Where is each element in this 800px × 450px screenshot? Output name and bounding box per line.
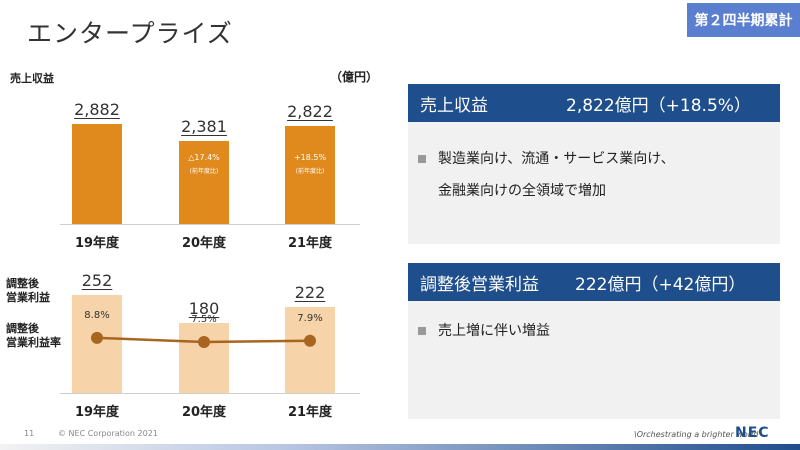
margin-point-19	[91, 331, 103, 344]
revenue-bullet-line1: 製造業向け、流通・サービス業向け、	[438, 151, 675, 167]
profit-bar-21	[285, 306, 335, 393]
profit-bullet: 売上増に伴い増益	[418, 320, 550, 340]
profit-bar-19	[72, 295, 122, 393]
profit-panel-heading: 調整後営業利益	[420, 274, 539, 295]
margin-label-21: 7.9%	[297, 312, 323, 324]
revenue-panel-heading: 売上収益	[420, 95, 488, 116]
profit-year-21: 21年度	[287, 405, 333, 420]
copyright: © NEC Corporation 2021	[58, 429, 158, 438]
revenue-panel-amount: 2,822億円（+18.5%）	[566, 95, 751, 116]
profit-panel-header: 調整後営業利益 222億円（+42億円）	[408, 263, 780, 301]
revenue-year-21: 21年度	[287, 236, 333, 251]
profit-bar-20	[179, 323, 229, 393]
nec-logo: NEC	[735, 425, 770, 441]
revenue-change-20-pct: △17.4%	[188, 153, 220, 162]
profit-value-20: 180	[188, 299, 220, 318]
margin-point-20	[198, 336, 210, 348]
margin-label: 調整後 営業利益率	[6, 322, 61, 350]
revenue-bar-19	[72, 124, 122, 224]
revenue-change-20: △17.4% (前年度比)	[174, 153, 234, 175]
bullet-square-icon	[418, 327, 426, 335]
margin-label-19: 8.8%	[84, 309, 110, 321]
profit-label-line1: 調整後	[6, 277, 39, 290]
profit-year-19: 19年度	[74, 405, 120, 420]
margin-label-line2: 営業利益率	[6, 336, 61, 349]
revenue-bullet-line2: 金融業向けの全領域で増加	[438, 183, 606, 199]
profit-panel-body	[408, 301, 780, 419]
margin-label-line1: 調整後	[6, 322, 39, 335]
revenue-chart-label: 売上収益	[10, 72, 54, 85]
revenue-change-21-note: (前年度比)	[295, 168, 325, 175]
profit-bullet-text: 売上増に伴い増益	[438, 323, 550, 339]
revenue-bar-20	[179, 141, 229, 224]
revenue-value-21: 2,822	[287, 102, 333, 122]
revenue-panel-header: 売上収益 2,822億円（+18.5%）	[408, 84, 780, 122]
revenue-bar-21	[285, 126, 335, 224]
profit-year-20: 20年度	[181, 405, 227, 420]
revenue-change-21-pct: +18.5%	[293, 153, 327, 162]
tagline: \Orchestrating a brighter world	[634, 430, 759, 439]
profit-label-line2: 営業利益	[6, 291, 50, 304]
profit-panel-amount: 222億円（+42億円）	[575, 274, 746, 295]
revenue-year-19: 19年度	[74, 236, 120, 251]
revenue-value-20: 2,381	[181, 117, 227, 137]
profit-value-21: 222	[294, 282, 326, 302]
revenue-panel-body	[408, 122, 780, 244]
revenue-baseline	[60, 224, 360, 225]
revenue-bullet: 製造業向け、流通・サービス業向け、	[418, 148, 675, 168]
revenue-value-19: 2,882	[74, 100, 120, 119]
profit-baseline	[60, 393, 360, 394]
page-number: 11	[24, 429, 35, 438]
revenue-year-20: 20年度	[181, 236, 227, 251]
profit-value-19: 252	[81, 271, 113, 290]
margin-point-21	[304, 334, 316, 347]
revenue-change-20-note: (前年度比)	[189, 168, 219, 175]
revenue-unit-label: （億円）	[330, 70, 379, 84]
profit-label: 調整後 営業利益	[6, 277, 50, 305]
period-badge: 第２四半期累計	[687, 3, 800, 37]
bullet-square-icon	[418, 155, 426, 163]
slide-title: エンタープライズ	[27, 19, 233, 48]
margin-label-20: 7.5%	[191, 314, 217, 325]
footer-gradient-bar	[0, 444, 800, 450]
margin-line-svg	[91, 331, 316, 348]
revenue-change-21: +18.5% (前年度比)	[280, 153, 340, 175]
